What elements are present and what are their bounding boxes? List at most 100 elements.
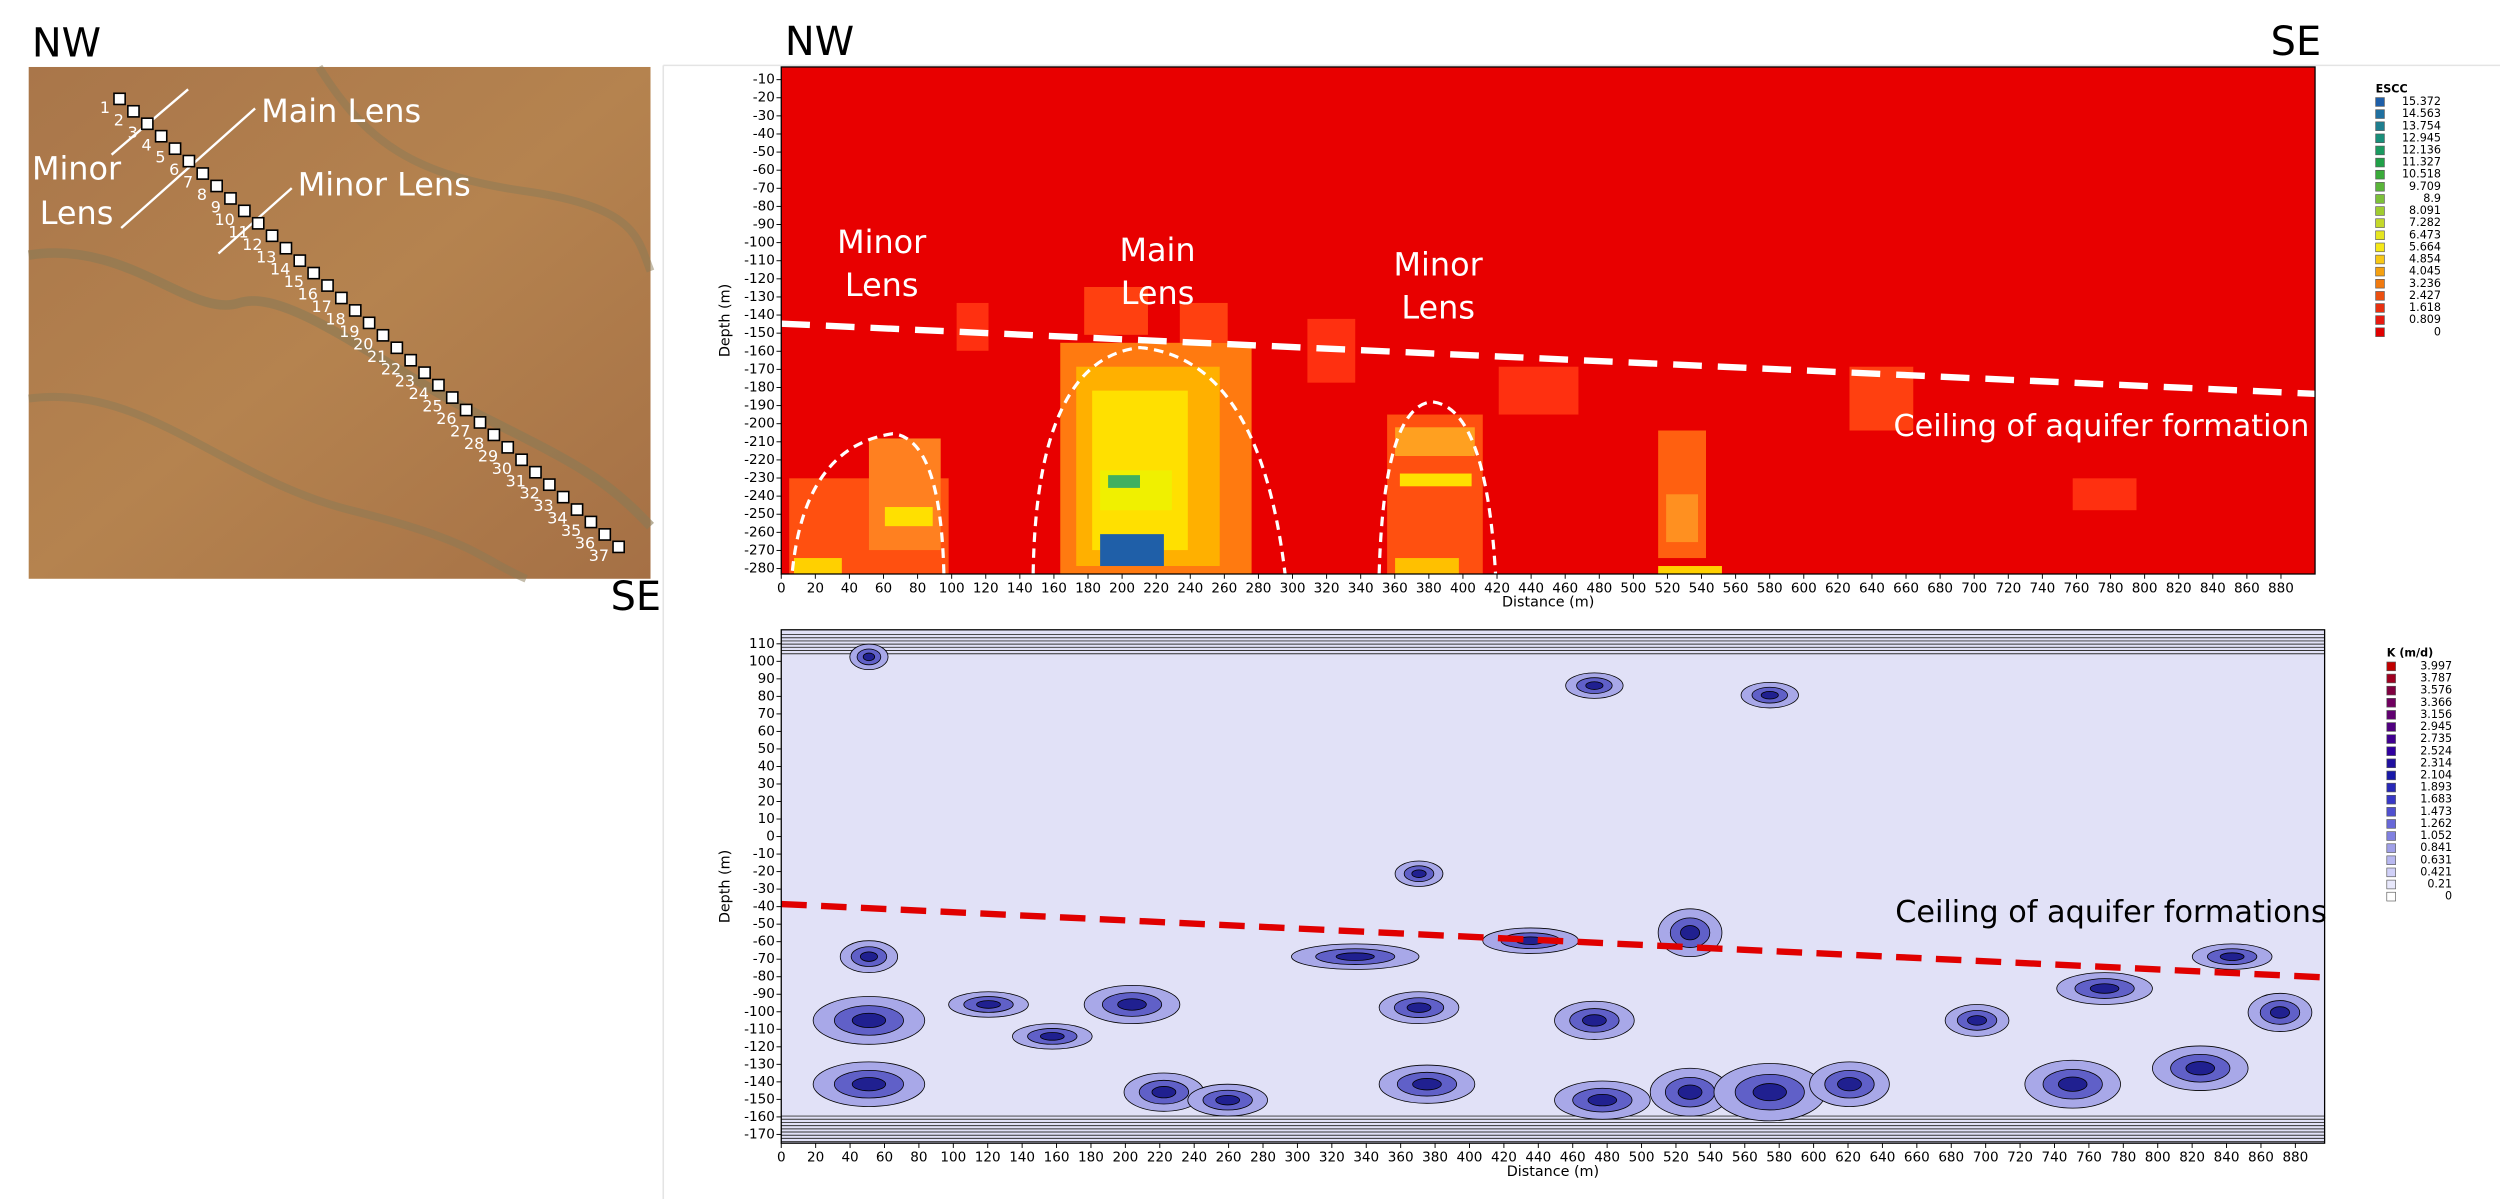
legend-swatch xyxy=(2375,206,2385,216)
y-tick-label: 10 xyxy=(758,811,775,827)
x-tick-label: 140 xyxy=(1007,580,1033,596)
legend-swatch xyxy=(2375,97,2385,107)
x-tick-label: 680 xyxy=(1938,1150,1964,1166)
station-marker xyxy=(612,540,626,554)
field-patch xyxy=(1084,287,1148,335)
ceiling-line xyxy=(781,320,2316,398)
y-tick-label: -30 xyxy=(753,108,775,124)
contour-blob xyxy=(2270,1006,2290,1019)
legend-swatch xyxy=(2375,291,2385,301)
y-tick-label: -200 xyxy=(744,416,775,432)
legend-swatch xyxy=(2386,855,2396,865)
y-tick-label: -20 xyxy=(753,864,775,880)
y-tick-label: -170 xyxy=(744,361,775,377)
legend-swatch xyxy=(2386,685,2396,696)
y-tick-label: -270 xyxy=(744,542,775,558)
station-marker xyxy=(501,440,515,454)
station-label: 14 xyxy=(270,260,290,279)
contour-blob xyxy=(2089,983,2120,994)
x-tick-label: 480 xyxy=(1586,580,1612,596)
k-field xyxy=(781,629,2325,1144)
contour-blob xyxy=(1752,1083,1787,1102)
x-tick-label: 300 xyxy=(1284,1150,1310,1166)
station-label: 4 xyxy=(141,135,151,154)
legend-label: 1.618 xyxy=(2409,301,2441,314)
legend-title: K (m/d) xyxy=(2387,647,2433,660)
map-texture xyxy=(27,248,655,530)
map-texture xyxy=(28,393,528,583)
y-tick-label: -180 xyxy=(744,379,775,395)
legend-label: 2.524 xyxy=(2420,744,2452,757)
x-tick-label: 520 xyxy=(1663,1150,1689,1166)
x-tick-label: 340 xyxy=(1353,1150,1379,1166)
station-label: 25 xyxy=(422,397,442,416)
station-marker xyxy=(168,142,182,156)
x-tick-label: 80 xyxy=(910,1150,927,1166)
legend-label: 1.052 xyxy=(2420,829,2452,842)
x-tick-label: 20 xyxy=(807,580,824,596)
station-marker xyxy=(113,92,126,106)
x-tick-label: 180 xyxy=(1075,580,1101,596)
field-patch xyxy=(1395,427,1475,457)
station-label: 15 xyxy=(284,272,304,291)
legend-swatch xyxy=(2375,327,2385,337)
legend-label: 7.282 xyxy=(2409,216,2441,229)
legend-swatch xyxy=(2375,303,2385,313)
y-tick-label: 30 xyxy=(758,776,775,792)
x-tick-label: 60 xyxy=(876,1150,893,1166)
x-tick-label: 380 xyxy=(1422,1150,1448,1166)
x-tick-label: 120 xyxy=(973,580,999,596)
station-label: 8 xyxy=(197,185,207,204)
x-tick-label: 380 xyxy=(1416,580,1442,596)
station-label: 10 xyxy=(214,210,234,229)
station-marker xyxy=(418,366,431,380)
legend-swatch xyxy=(2375,145,2385,156)
plot-background xyxy=(781,66,2316,574)
station-label: 26 xyxy=(436,409,456,428)
station-marker xyxy=(293,254,307,268)
y-tick-label: -160 xyxy=(744,343,775,359)
station-marker xyxy=(598,528,612,541)
field-patch xyxy=(1108,475,1140,488)
station-marker xyxy=(334,291,348,305)
station-label: 30 xyxy=(492,459,512,478)
contour-blob xyxy=(1760,690,1779,700)
field-patch xyxy=(1100,534,1164,567)
station-label: 35 xyxy=(561,521,581,540)
plot-frame xyxy=(780,629,2326,1144)
field-patch xyxy=(1658,566,1722,574)
station-marker xyxy=(251,216,265,230)
x-tick-label: 40 xyxy=(841,580,858,596)
x-tick-label: 360 xyxy=(1382,580,1408,596)
contour-blob xyxy=(1039,1032,1065,1041)
legend-swatch xyxy=(2375,242,2385,253)
legend-label: 0.631 xyxy=(2420,853,2452,866)
station-marker xyxy=(473,416,487,429)
legend-swatch xyxy=(2386,746,2396,756)
station-label: 24 xyxy=(409,384,429,403)
y-tick-label: -120 xyxy=(744,271,775,287)
legend-label: 0.21 xyxy=(2427,878,2452,891)
x-tick-label: 300 xyxy=(1280,580,1306,596)
x-tick-label: 220 xyxy=(1147,1150,1173,1166)
station-marker xyxy=(321,279,334,292)
x-tick-label: 440 xyxy=(1518,580,1544,596)
legend-swatch xyxy=(2386,673,2396,684)
legend-title: ESCC xyxy=(2376,82,2408,95)
y-tick-label: -60 xyxy=(753,162,775,178)
station-marker xyxy=(348,304,362,317)
contour-blob xyxy=(2185,1061,2216,1076)
y-tick-label: 100 xyxy=(749,653,775,669)
station-label: 37 xyxy=(589,546,609,565)
x-tick-label: 60 xyxy=(875,580,892,596)
contour-blob xyxy=(1117,998,1147,1011)
y-axis-label: Depth (m) xyxy=(717,284,733,357)
station-marker xyxy=(265,229,279,243)
x-tick-label: 460 xyxy=(1560,1150,1586,1166)
x-tick-label: 220 xyxy=(1143,580,1169,596)
x-tick-label: 540 xyxy=(1689,580,1715,596)
station-marker xyxy=(542,478,556,492)
y-tick-label: -70 xyxy=(753,180,775,196)
legend-swatch xyxy=(2375,133,2385,144)
x-tick-label: 160 xyxy=(1044,1150,1070,1166)
